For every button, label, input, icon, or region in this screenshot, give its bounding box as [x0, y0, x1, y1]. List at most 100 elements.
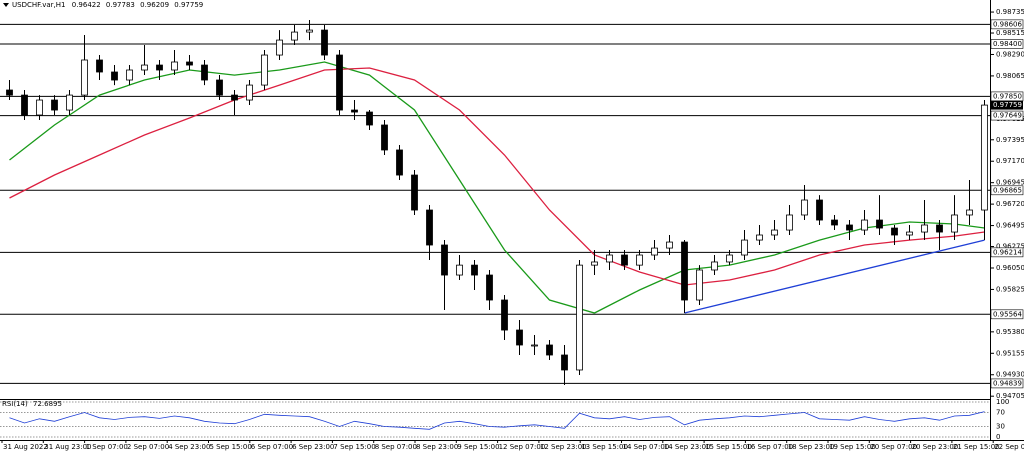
- candle-body: [261, 54, 268, 86]
- y-tick-label: 0.98735: [996, 8, 1024, 16]
- candle-body: [516, 329, 523, 346]
- x-tick-label: 13 Sep 15:00: [581, 443, 628, 451]
- candle-body: [861, 219, 868, 231]
- y-tick-label: 0.95380: [996, 328, 1024, 336]
- level-label: 0.97649: [993, 112, 1022, 120]
- candle-body: [171, 61, 178, 71]
- level-label-box: [990, 309, 1024, 320]
- rsi-panel: 100 70 30 0: [0, 398, 1009, 441]
- y-tick-label: 0.98290: [996, 50, 1024, 58]
- candle-body: [306, 29, 313, 33]
- candle-body: [141, 64, 148, 71]
- level-label: 0.96214: [993, 248, 1022, 256]
- x-tick-label: 12 Sep 23:00: [540, 443, 587, 451]
- y-tick-label: 0.98515: [996, 29, 1024, 37]
- level-label: 0.94839: [993, 379, 1022, 387]
- candle-body: [816, 199, 823, 221]
- rsi-title: RSI(14): [2, 400, 28, 408]
- level-label: 0.98606: [993, 20, 1022, 28]
- candle-body: [771, 229, 778, 236]
- candle-body: [651, 247, 658, 256]
- x-tick-label: 1 Sep 07:00: [86, 443, 128, 451]
- candle-body: [501, 299, 508, 331]
- y-tick-label: 0.96275: [996, 243, 1024, 251]
- y-tick-label: 0.96945: [996, 179, 1024, 187]
- x-tick-label: 14 Sep 23:00: [664, 443, 711, 451]
- candle-body: [366, 111, 373, 126]
- level-label-box: [990, 185, 1024, 196]
- candle-body: [711, 261, 718, 271]
- level-label: 0.98400: [993, 40, 1022, 48]
- candle-body: [381, 124, 388, 151]
- x-tick-label: 4 Sep 23:00: [168, 443, 210, 451]
- candle-body: [36, 99, 43, 116]
- y-tick-label: 0.97170: [996, 157, 1024, 165]
- candle-body: [411, 174, 418, 211]
- x-tick-label: 16 Sep 07:00: [746, 443, 793, 451]
- x-tick-label: 20 Sep 07:00: [870, 443, 917, 451]
- candle-body: [111, 71, 118, 81]
- x-tick-label: 12 Sep 07:00: [499, 443, 546, 451]
- y-tick-label: 30: [996, 423, 1005, 431]
- symbol: USDCHF.var,H1: [12, 1, 66, 9]
- candle-body: [66, 94, 73, 111]
- level-label: 0.96865: [993, 186, 1022, 194]
- candle-body: [951, 214, 958, 233]
- candle-body: [621, 254, 628, 266]
- x-tick-label: 22 Sep 07:00: [994, 443, 1024, 451]
- candle-body: [201, 64, 208, 81]
- candle-body: [756, 234, 763, 241]
- candle-body: [351, 109, 358, 113]
- candle-body: [6, 89, 13, 96]
- candle-body: [186, 61, 193, 66]
- header-text: USDCHF.var,H1 0.96422 0.97783 0.96209 0.…: [12, 1, 203, 9]
- candle-body: [681, 241, 688, 301]
- header-high: 0.97783: [106, 1, 135, 9]
- candle-body: [636, 254, 643, 266]
- header-open: 0.96422: [72, 1, 101, 9]
- y-tick-label: 70: [996, 409, 1005, 417]
- level-label-box: [990, 247, 1024, 258]
- candle-body: [591, 261, 598, 266]
- candle-body: [846, 224, 853, 231]
- candle-body: [891, 227, 898, 236]
- y-tick-label: 0.95155: [996, 349, 1024, 357]
- candle-body: [801, 199, 808, 216]
- x-tick-label: 15 Sep 15:00: [705, 443, 752, 451]
- x-tick-label: 20 Sep 23:00: [912, 443, 959, 451]
- x-tick-label: 9 Sep 15:00: [457, 443, 499, 451]
- current-price-box: [991, 100, 1023, 110]
- x-tick-label: 6 Sep 07:00: [251, 443, 293, 451]
- candle-body: [471, 264, 478, 276]
- y-tick-label: 0.94705: [996, 392, 1024, 400]
- candle-body: [21, 94, 28, 116]
- candle-body: [531, 344, 538, 347]
- candle-body: [81, 59, 88, 96]
- candle-body: [336, 54, 343, 111]
- candle-body: [216, 79, 223, 96]
- y-tick-label: 0.97395: [996, 136, 1024, 144]
- candle-body: [726, 254, 733, 263]
- header-low: 0.96209: [140, 1, 169, 9]
- candle-body: [51, 99, 58, 111]
- x-tick-label: 2 Sep 07:00: [127, 443, 169, 451]
- candle-body: [741, 239, 748, 256]
- y-tick-label: 0.96720: [996, 200, 1024, 208]
- candle-body: [666, 241, 673, 249]
- candle-body: [291, 31, 298, 41]
- y-tick-label: 0.96495: [996, 222, 1024, 230]
- y-tick-label: 0.96050: [996, 264, 1024, 272]
- candle-body: [456, 264, 463, 276]
- level-label: 0.95564: [993, 310, 1022, 318]
- indicator-line: [9, 67, 985, 286]
- level-label: 0.97850: [993, 92, 1022, 100]
- x-tick-label: 6 Sep 23:00: [292, 443, 334, 451]
- price-panel: 0.987350.985150.982900.980650.976150.973…: [0, 8, 1024, 451]
- candle-body: [96, 59, 103, 73]
- candle-body: [546, 344, 553, 356]
- candle-body: [441, 244, 448, 276]
- current-price-label: 0.97759: [993, 101, 1022, 109]
- candle-body: [966, 209, 973, 216]
- header-arrow: [3, 3, 9, 7]
